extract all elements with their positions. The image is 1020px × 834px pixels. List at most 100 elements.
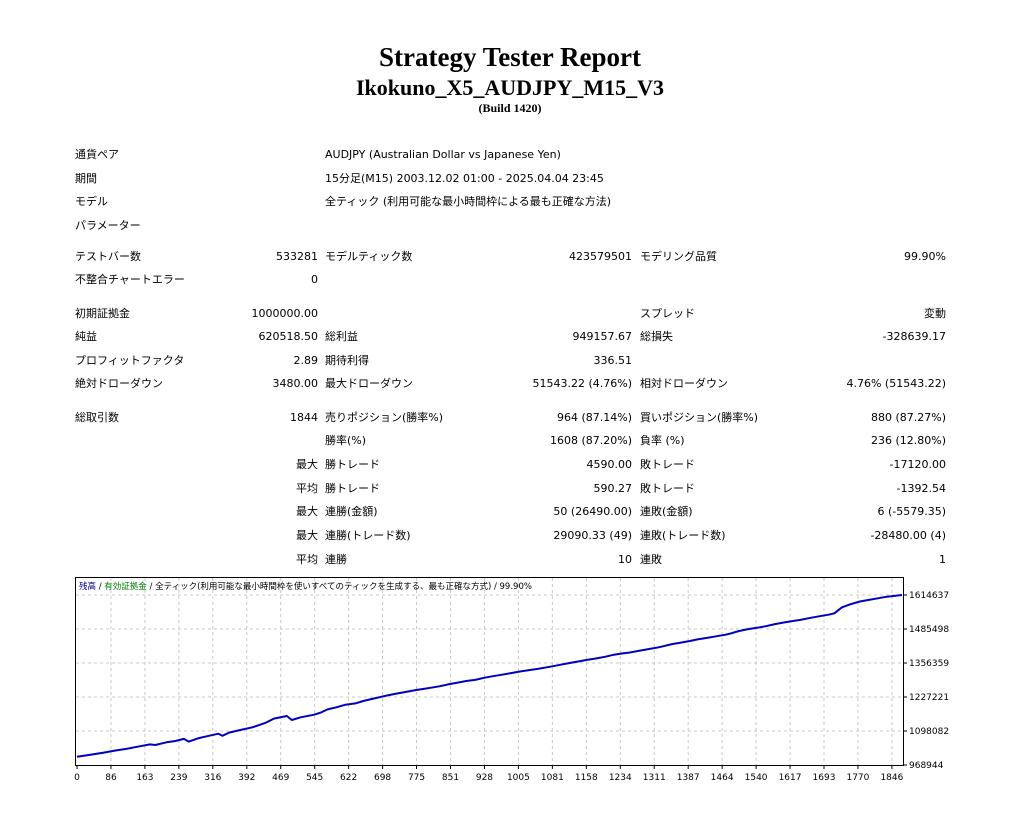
x-tick-label: 1846 [880,773,903,783]
legend-equity: 有効証拠金 [104,582,147,592]
avg-win-label: 勝トレード [325,482,380,496]
net-value: 620518.50 [200,330,318,344]
x-tick-label: 1540 [745,773,768,783]
winrate-value: 1608 (87.20%) [480,434,632,448]
max-dd-label: 最大ドローダウン [325,377,413,391]
consec-trd-win-label: 連勝(トレード数) [325,529,411,543]
report-title: Strategy Tester Report [0,42,1020,73]
bars-value: 533281 [200,250,318,264]
period-label: 期間 [75,172,97,186]
consec-trd-loss-value: -28480.00 (4) [800,529,946,543]
trades-label: 総取引数 [75,411,119,425]
ea-name: Ikokuno_X5_AUDJPY_M15_V3 [0,75,1020,101]
rel-dd-label: 相対ドローダウン [640,377,728,391]
spread-label: スプレッド [640,307,695,321]
x-tick-label: 239 [170,773,187,783]
y-tick-label: 1356359 [909,659,949,669]
max-loss-value: -17120.00 [800,458,946,472]
y-tick-label: 1485498 [909,625,949,635]
build-number: (Build 1420) [0,101,1020,116]
x-tick-label: 1770 [846,773,869,783]
x-tick-label: 1693 [813,773,836,783]
consec-amt-loss-value: 6 (-5579.35) [800,505,946,519]
legend-balance: 残高 [79,582,96,592]
x-tick-label: 163 [136,773,153,783]
long-label: 買いポジション(勝率%) [640,411,758,425]
consec-amt-win-value: 50 (26490.00) [480,505,632,519]
y-tick-label: 968944 [909,761,944,771]
avg-consec-loss-label: 連敗 [640,553,662,567]
quality-value: 99.90% [800,250,946,264]
x-tick-label: 469 [272,773,289,783]
consec-trd-loss-label: 連敗(トレード数) [640,529,726,543]
max-label-2: 最大 [260,505,318,519]
abs-dd-value: 3480.00 [200,377,318,391]
max-dd-value: 51543.22 (4.76%) [480,377,632,391]
spread-value: 変動 [800,307,946,321]
period-value: 15分足(M15) 2003.12.02 01:00 - 2025.04.04 … [325,172,604,186]
y-tick-label: 1614637 [909,591,949,601]
consec-amt-win-label: 連勝(金額) [325,505,378,519]
long-value: 880 (87.27%) [800,411,946,425]
expected-value: 336.51 [480,354,632,368]
avg-loss-label: 敗トレード [640,482,695,496]
short-label: 売りポジション(勝率%) [325,411,443,425]
ticks-value: 423579501 [480,250,632,264]
max-loss-label: 敗トレード [640,458,695,472]
x-tick-label: 851 [442,773,459,783]
lossrate-label: 負率 (%) [640,434,685,448]
net-label: 純益 [75,330,97,344]
avg-consec-win-value: 10 [480,553,632,567]
x-tick-label: 1464 [711,773,734,783]
chart-legend: 残高 / 有効証拠金 / 全ティック(利用可能な最小時間枠を使いすべてのティック… [79,580,532,592]
pair-value: AUDJPY (Australian Dollar vs Japanese Ye… [325,148,561,162]
avg-label: 平均 [260,482,318,496]
gross-loss-value: -328639.17 [800,330,946,344]
rel-dd-value: 4.76% (51543.22) [800,377,946,391]
x-tick-label: 1311 [643,773,666,783]
x-tick-label: 775 [408,773,425,783]
consec-trd-win-value: 29090.33 (49) [480,529,632,543]
model-value: 全ティック (利用可能な最小時間枠による最も正確な方法) [325,195,611,209]
consec-amt-loss-label: 連敗(金額) [640,505,693,519]
pair-label: 通貨ペア [75,148,119,162]
deposit-value: 1000000.00 [200,307,318,321]
x-tick-label: 86 [105,773,117,783]
max-win-value: 4590.00 [480,458,632,472]
short-value: 964 (87.14%) [480,411,632,425]
expected-label: 期待利得 [325,354,369,368]
x-tick-label: 698 [374,773,391,783]
gross-profit-label: 総利益 [325,330,358,344]
y-tick-label: 1227221 [909,693,949,703]
lossrate-value: 236 (12.80%) [800,434,946,448]
trades-value: 1844 [200,411,318,425]
avg-consec-win-label: 連勝 [325,553,347,567]
avg-consec-loss-value: 1 [800,553,946,567]
max-label: 最大 [260,458,318,472]
y-tick-label: 1098082 [909,727,949,737]
mismatch-label: 不整合チャートエラー [75,273,185,287]
max-win-label: 勝トレード [325,458,380,472]
x-tick-label: 928 [476,773,493,783]
ticks-label: モデルティック数 [325,250,412,264]
x-tick-label: 316 [204,773,221,783]
gross-loss-label: 総損失 [640,330,673,344]
bars-label: テストバー数 [75,250,141,264]
legend-rest: / 全ティック(利用可能な最小時間枠を使いすべてのティックを生成する、最も正確な… [147,582,532,592]
x-tick-label: 545 [306,773,323,783]
x-tick-label: 1617 [779,773,802,783]
equity-chart-svg: 0 86 163 239 316 392 469 545 622 698 775 851 928 1005… [75,577,905,767]
pf-label: プロフィットファクタ [75,354,184,368]
x-tick-label: 392 [238,773,255,783]
pf-value: 2.89 [200,354,318,368]
x-tick-label: 1234 [609,773,632,783]
x-tick-label: 1081 [541,773,564,783]
equity-chart: 0 86 163 239 316 392 469 545 622 698 775 851 928 1005… [75,577,905,767]
quality-label: モデリング品質 [640,250,717,264]
avg-label-2: 平均 [260,553,318,567]
x-tick-label: 1005 [507,773,530,783]
params-label: パラメーター [75,219,141,233]
x-tick-label: 1158 [575,773,598,783]
mismatch-value: 0 [200,273,318,287]
winrate-label: 勝率(%) [325,434,366,448]
